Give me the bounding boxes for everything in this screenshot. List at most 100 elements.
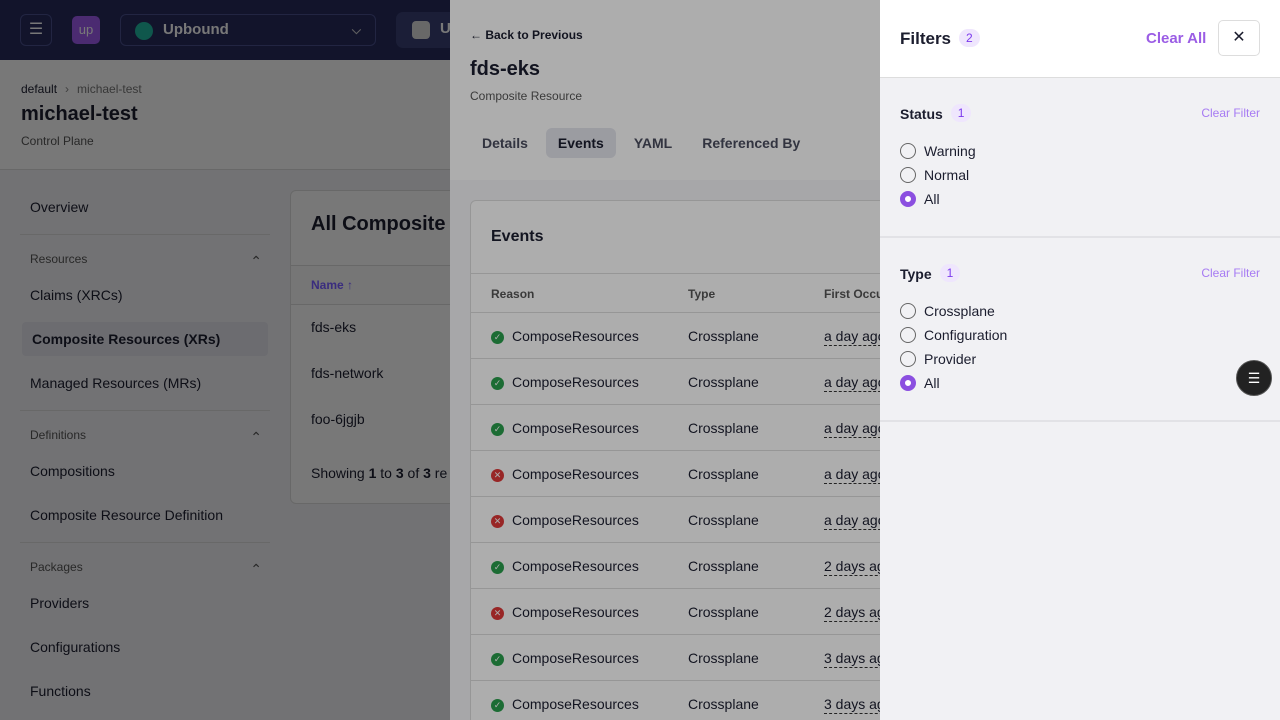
check-circle-icon: ✓ <box>491 377 504 390</box>
org-selector[interactable]: Upbound ⌵ <box>120 14 376 46</box>
list-row[interactable]: fds-network <box>311 365 384 381</box>
resource-drawer: ← Back to Previous fds-eks Composite Res… <box>450 0 880 720</box>
list-row[interactable]: fds-eks <box>311 319 357 335</box>
event-first-occurrence[interactable]: a day ago <box>824 419 880 438</box>
event-row[interactable]: ✓ComposeResources Crossplane 3 days ago <box>471 635 880 681</box>
upbound-logo[interactable]: up <box>72 16 100 44</box>
breadcrumb: default › michael-test <box>21 82 142 96</box>
list-row[interactable]: foo-6jgjb <box>311 411 365 427</box>
drawer-header: ← Back to Previous fds-eks Composite Res… <box>450 0 880 180</box>
close-icon[interactable]: ✕ <box>1218 20 1260 56</box>
event-reason: ✕ ComposeResources <box>491 451 639 497</box>
column-reason[interactable]: Reason <box>491 287 535 301</box>
clear-all-button[interactable]: Clear All <box>1146 30 1207 47</box>
event-first-occurrence[interactable]: 3 days ago <box>824 649 880 668</box>
sidebar-item-compositions[interactable]: Compositions <box>30 463 115 479</box>
event-reason: ✕ ComposeResources <box>491 589 639 635</box>
filter-count-badge: 1 <box>950 104 972 122</box>
event-type: Crossplane <box>688 374 759 390</box>
event-first-occurrence[interactable]: 3 days ago <box>824 695 880 714</box>
event-first-occurrence[interactable]: a day ago <box>824 327 880 346</box>
event-reason: ✓ ComposeResources <box>491 635 639 681</box>
radio-label: Configuration <box>924 327 1008 343</box>
event-first-occurrence[interactable]: 2 days ago <box>824 603 880 622</box>
tab-yaml[interactable]: YAML <box>633 135 673 151</box>
radio-configuration[interactable]: Configuration <box>900 325 1007 345</box>
tab-referenced-by[interactable]: Referenced By <box>702 135 801 151</box>
event-row[interactable]: ✓ ComposeResources Crossplane a day ago <box>471 359 880 405</box>
radio-label: All <box>924 375 940 391</box>
events-card: Events Reason Type First Occu ✓ ComposeRe… <box>470 200 880 720</box>
column-type[interactable]: Type <box>688 287 716 301</box>
chevron-down-icon: ⌵ <box>351 23 361 37</box>
event-row[interactable]: ✓ ComposeResources Crossplane a day ago <box>471 405 880 451</box>
event-first-occurrence[interactable]: a day ago <box>824 465 880 484</box>
radio-label: All <box>924 191 940 207</box>
filter-list-icon[interactable]: ☰ <box>1236 360 1272 396</box>
radio-crossplane[interactable]: Crossplane <box>900 301 995 321</box>
radio-all[interactable]: All <box>900 373 940 393</box>
error-circle-icon: ✕ <box>491 607 504 620</box>
sidebar-section-resources[interactable]: Resources <box>20 234 270 285</box>
drawer-subtitle: Composite Resource <box>470 89 583 103</box>
sidebar-item-providers[interactable]: Providers <box>30 595 90 611</box>
event-row[interactable]: ✓ComposeResources Crossplane 3 days ago <box>471 681 880 720</box>
event-row[interactable]: ✕ComposeResources Crossplane 2 days ago <box>471 589 880 635</box>
sidebar-item-mrs[interactable]: Managed Resources (MRs) <box>30 375 202 391</box>
pagination-summary: Showing 1 to 3 of 3 re <box>311 465 448 481</box>
sidebar-item-xrs[interactable]: Composite Resources (XRs) <box>22 322 268 356</box>
event-row[interactable]: ✓ ComposeResources Crossplane a day ago <box>471 313 880 359</box>
event-first-occurrence[interactable]: a day ago <box>824 373 880 392</box>
sidebar-section-definitions[interactable]: Definitions <box>20 410 270 461</box>
sidebar-item-overview[interactable]: Overview <box>30 199 89 215</box>
filter-section-type: Type 1 Clear Filter Crossplane Configuration… <box>880 238 1280 422</box>
check-circle-icon: ✓ <box>491 699 504 712</box>
radio-button[interactable] <box>900 327 916 343</box>
radio-button[interactable] <box>900 191 916 207</box>
event-row[interactable]: ✕ ComposeResources Crossplane a day ago <box>471 497 880 543</box>
breadcrumb-current: michael-test <box>77 82 142 96</box>
event-reason: ✓ ComposeResources <box>491 313 639 359</box>
sidebar-item-xrd[interactable]: Composite Resource Definition <box>30 507 223 523</box>
radio-warning[interactable]: Warning <box>900 141 976 161</box>
radio-provider[interactable]: Provider <box>900 349 976 369</box>
event-type: Crossplane <box>688 650 759 666</box>
radio-label: Crossplane <box>924 303 995 319</box>
tab-details[interactable]: Details <box>482 135 528 151</box>
event-type: Crossplane <box>688 466 759 482</box>
clear-filter-button[interactable]: Clear Filter <box>1201 106 1260 120</box>
column-first-occurrence[interactable]: First Occu <box>824 287 880 301</box>
sidebar-section-packages[interactable]: Packages <box>20 542 270 593</box>
radio-label: Warning <box>924 143 976 159</box>
event-row[interactable]: ✓ComposeResources Crossplane 2 days ago <box>471 543 880 589</box>
tab-events[interactable]: Events <box>545 128 616 158</box>
menu-icon[interactable]: ☰ <box>20 14 52 46</box>
event-row[interactable]: ✕ ComposeResources Crossplane a day ago <box>471 451 880 497</box>
context-icon <box>412 21 430 39</box>
back-link[interactable]: ← Back to Previous <box>470 28 583 42</box>
filter-section-title: Status 1 <box>900 104 972 122</box>
event-reason: ✓ ComposeResources <box>491 543 639 589</box>
sidebar-item-claims[interactable]: Claims (XRCs) <box>30 287 123 303</box>
sidebar-item-functions[interactable]: Functions <box>30 683 91 699</box>
event-reason: ✓ ComposeResources <box>491 359 639 405</box>
radio-button[interactable] <box>900 375 916 391</box>
breadcrumb-root[interactable]: default <box>21 82 58 96</box>
radio-normal[interactable]: Normal <box>900 165 969 185</box>
clear-filter-button[interactable]: Clear Filter <box>1201 266 1260 280</box>
page-subtitle: Control Plane <box>21 134 94 148</box>
event-first-occurrence[interactable]: 2 days ago <box>824 557 880 576</box>
radio-button[interactable] <box>900 167 916 183</box>
event-first-occurrence[interactable]: a day ago <box>824 511 880 530</box>
drawer-tabs: Details Events YAML Referenced By <box>470 128 812 158</box>
arrow-left-icon: ← <box>470 28 486 42</box>
check-circle-icon: ✓ <box>491 331 504 344</box>
filters-panel: Filters 2 Clear All ✕ Status 1 Clear Filter… <box>880 0 1280 720</box>
sidebar-item-configurations[interactable]: Configurations <box>30 639 121 655</box>
radio-button[interactable] <box>900 303 916 319</box>
radio-button[interactable] <box>900 351 916 367</box>
radio-button[interactable] <box>900 143 916 159</box>
event-type: Crossplane <box>688 558 759 574</box>
org-icon <box>135 22 153 40</box>
radio-all[interactable]: All <box>900 189 940 209</box>
